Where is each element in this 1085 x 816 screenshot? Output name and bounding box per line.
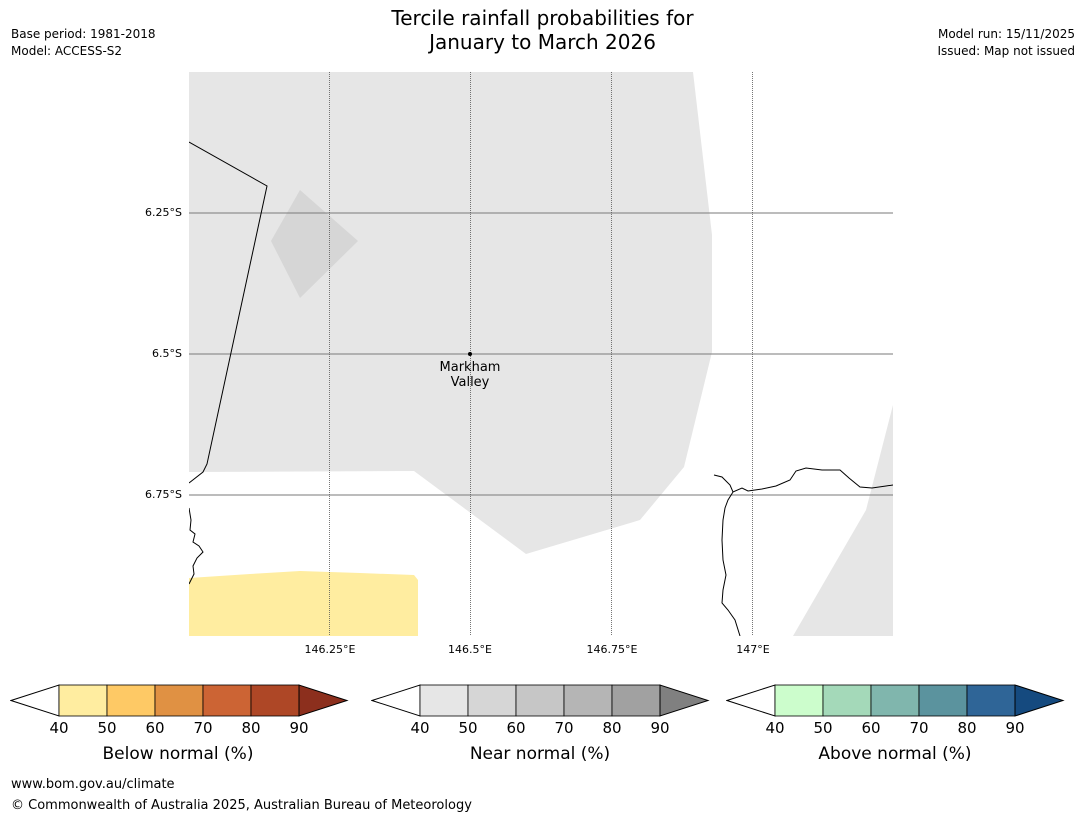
above-tick: 50	[813, 719, 833, 737]
near-upper-extension	[659, 684, 710, 717]
above-swatch-3	[870, 684, 920, 717]
map-area	[189, 72, 893, 636]
near-tick: 40	[410, 719, 430, 737]
above-swatch-1	[774, 684, 824, 717]
below-swatch-4	[202, 684, 252, 717]
place-marker	[468, 352, 472, 356]
above-swatch-5	[966, 684, 1016, 717]
above-tick: 90	[1005, 719, 1025, 737]
lat-label-3: 6.75°S	[145, 488, 182, 501]
model-run: Model run: 15/11/2025	[937, 27, 1075, 41]
near-lower-extension	[371, 684, 421, 717]
below-swatch-2	[106, 684, 156, 717]
below-tick: 80	[241, 719, 261, 737]
near-tick: 50	[458, 719, 478, 737]
below-normal-colorbar	[10, 684, 349, 717]
near-tick: 60	[506, 719, 526, 737]
footer-copyright: © Commonwealth of Australia 2025, Austra…	[11, 798, 472, 813]
below-upper-extension	[298, 684, 349, 717]
near-tick: 80	[602, 719, 622, 737]
coastline-east	[713, 467, 893, 493]
above-normal-colorbar	[726, 684, 1065, 717]
metadata-left: Base period: 1981-2018 Model: ACCESS-S2	[11, 26, 156, 60]
near-normal-title: Near normal (%)	[469, 744, 611, 764]
issued-status: Issued: Map not issued	[937, 44, 1075, 58]
near-swatch-1	[419, 684, 469, 717]
coastline-west	[189, 507, 204, 585]
lon-label-3: 146.75°E	[586, 643, 638, 656]
below-lower-extension	[10, 684, 60, 717]
boundaries	[189, 141, 893, 636]
near-swatch-4	[563, 684, 613, 717]
model-name: Model: ACCESS-S2	[11, 44, 123, 58]
near-normal-region-east	[793, 405, 893, 636]
above-tick: 70	[909, 719, 929, 737]
base-period: Base period: 1981-2018	[11, 27, 156, 41]
near-normal-patch-darker	[271, 190, 358, 298]
below-normal-title: Below normal (%)	[102, 744, 254, 764]
below-swatch-5	[250, 684, 300, 717]
footer-url: www.bom.gov.au/climate	[11, 777, 175, 792]
above-swatch-2	[822, 684, 872, 717]
below-swatch-3	[154, 684, 204, 717]
lon-label-1: 146.25°E	[304, 643, 356, 656]
footer: www.bom.gov.au/climate © Commonwealth of…	[11, 774, 472, 816]
below-normal-region	[189, 571, 418, 636]
below-tick: 90	[289, 719, 309, 737]
near-tick: 90	[650, 719, 670, 737]
below-swatches	[58, 684, 300, 717]
place-name-line-1: Markham	[439, 360, 501, 375]
above-tick: 60	[861, 719, 881, 737]
below-tick: 60	[145, 719, 165, 737]
near-normal-colorbar	[371, 684, 710, 717]
near-tick: 70	[554, 719, 574, 737]
lon-label-4: 147°E	[736, 643, 770, 656]
above-lower-extension	[726, 684, 776, 717]
below-tick: 70	[193, 719, 213, 737]
above-normal-title: Above normal (%)	[818, 744, 972, 764]
lat-label-2: 6.5°S	[152, 347, 182, 360]
place-name-line-2: Valley	[450, 375, 490, 390]
title-line-1: Tercile rainfall probabilities for	[391, 6, 694, 30]
lon-label-2: 146.5°E	[448, 643, 492, 656]
title-line-2: January to March 2026	[429, 30, 656, 54]
below-swatch-1	[58, 684, 108, 717]
near-swatch-2	[467, 684, 517, 717]
province-boundary	[189, 141, 268, 484]
near-swatch-5	[611, 684, 661, 717]
lat-label-1: 6.25°S	[145, 206, 182, 219]
metadata-right: Model run: 15/11/2025 Issued: Map not is…	[937, 26, 1075, 60]
above-swatch-4	[918, 684, 968, 717]
near-swatch-3	[515, 684, 565, 717]
above-tick: 40	[765, 719, 785, 737]
near-normal-region	[189, 72, 712, 554]
above-tick: 80	[957, 719, 977, 737]
map-title: Tercile rainfall probabilities for Janua…	[0, 6, 1085, 54]
below-tick: 40	[49, 719, 69, 737]
above-swatches	[774, 684, 1016, 717]
place-label: Markham Valley	[420, 360, 520, 390]
near-swatches	[419, 684, 661, 717]
above-upper-extension	[1014, 684, 1065, 717]
coastline-gulf	[721, 491, 741, 636]
below-tick: 50	[97, 719, 117, 737]
